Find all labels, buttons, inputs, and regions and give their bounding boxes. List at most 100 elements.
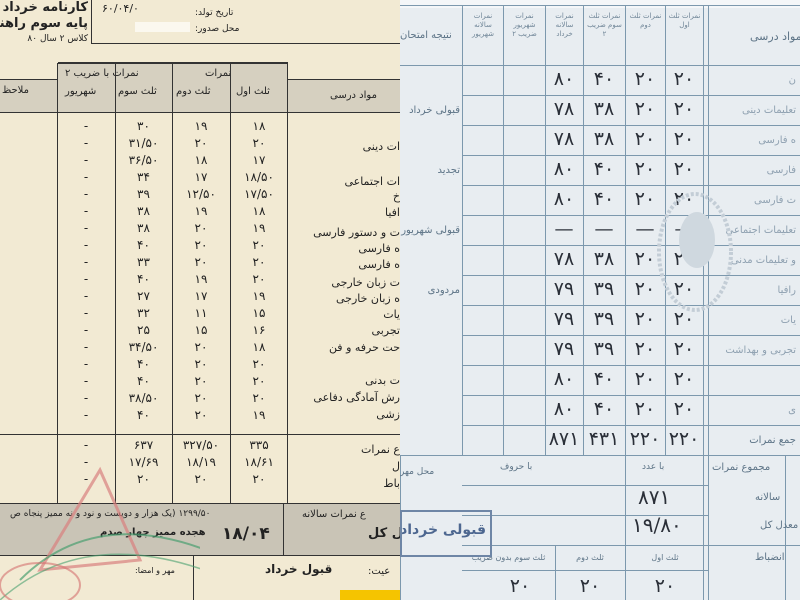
total-label: ل (392, 460, 400, 473)
grade-cell: ۲۰ (194, 136, 208, 150)
header-weighted: نمرات با ضریب ۲ (65, 68, 139, 79)
discipline-label: انضباط (755, 552, 785, 563)
card-class: کلاس ۲ سال ۸۰ (27, 34, 88, 44)
grade-cell: ۲۰ (252, 272, 266, 286)
grade-cell: ۳۶/۵۰ (128, 153, 159, 167)
grade-cell: - (83, 187, 89, 201)
grade-cell: - (83, 204, 89, 218)
grade-cell: ۸۷۱ (548, 428, 580, 450)
right-report-card: نمرات سالانه شهریور نمرات شهریور ضریب ۲ … (400, 0, 800, 600)
result-option: تجدید (437, 165, 460, 176)
subject-label: ه فارسی (358, 258, 400, 271)
grade-cell: ۱۹ (194, 204, 208, 218)
left-report-card: کارنامه خرداد پایه سوم راهنم کلاس ۲ سال … (0, 0, 400, 600)
grade-cell: ۴۰ (137, 374, 150, 388)
total-cell: ۶۳۷ (133, 438, 154, 452)
grade-cell: ۴۰ (137, 238, 150, 252)
grade-cell: ۴۰ (137, 408, 150, 422)
grade-cell: ۲۰ (194, 391, 208, 405)
header-grades: نمرات (205, 68, 232, 79)
subject-label: ه فارسی (358, 242, 400, 255)
grade-cell: ۲۰ (673, 338, 695, 360)
grade-cell: ۲۰ (194, 408, 208, 422)
total-cell: - (83, 438, 89, 452)
grade-cell: ۱۷ (194, 170, 208, 184)
gpa-words: هجده ممیز چهار صدم (100, 527, 206, 538)
total-cell: ۲۰ (194, 472, 208, 486)
stamp-place-label: محل مهر (400, 467, 435, 477)
grade-cell: ۲۰ (634, 308, 656, 330)
grade-cell: ۴۰ (593, 398, 615, 420)
grade-cell: ۳۴ (137, 170, 150, 184)
grade-cell: ۷۸ (553, 128, 575, 150)
grade-cell: ۲۰ (634, 68, 656, 90)
grade-cell: - (83, 408, 89, 422)
grade-cell: ۲۰ (634, 398, 656, 420)
grade-cell: ۸۰ (553, 158, 575, 180)
subject-label: ن (788, 75, 796, 86)
result-option: قبولی شهریور (401, 225, 460, 236)
total-cell: ۲۰ (252, 472, 266, 486)
grade-cell: - (83, 391, 89, 405)
header-term3: ثلث سوم (118, 86, 157, 97)
grade-cell: ۸۰ (553, 188, 575, 210)
gpa-label: معدل کل (760, 520, 799, 531)
grade-cell: ۳۸ (593, 248, 615, 270)
grade-cell: - (83, 289, 89, 303)
status-label: عیت: (368, 566, 391, 577)
subject-label: حت حرفه و فن (328, 341, 400, 354)
subject-label: افیا (385, 206, 400, 219)
header-shahrivar-x2: نمرات شهریور ضریب ۲ (512, 12, 537, 38)
header-result: نتیجه امتحان (400, 30, 452, 41)
discipline-value: ۲۰ (654, 575, 676, 597)
total-cell: ۱۸/۱۹ (186, 455, 216, 469)
card-title: کارنامه خرداد (2, 0, 88, 15)
grade-cell: - (83, 119, 89, 133)
grade-cell: ۳۳ (137, 255, 150, 269)
grade-cell: ۲۰ (194, 374, 208, 388)
grade-cell: ۲۰ (634, 128, 656, 150)
annual-total-value: ۱۲۹۹/۵۰ (یک هزار و دویست و نود و نه ممیز… (10, 509, 211, 519)
grade-cell: ۳۱/۵۰ (128, 136, 159, 150)
subject-label: ات دینی (362, 140, 400, 153)
grade-cell: ۱۶ (252, 323, 266, 337)
grade-cell: ۴۰ (593, 188, 615, 210)
grade-cell: ۱۷ (194, 289, 208, 303)
grade-cell: ۸۰ (553, 398, 575, 420)
grade-cell: ۲۰ (673, 308, 695, 330)
grade-cell: ۱۵ (252, 306, 266, 320)
subject-label: تعلیمات دینی (742, 105, 796, 116)
header-term1: نمرات ثلث اول (668, 12, 701, 29)
grade-cell: ۱۹ (252, 221, 266, 235)
grade-cell: ۷۸ (553, 98, 575, 120)
total-label: باط (383, 477, 400, 490)
grade-cell: ۲۰ (673, 128, 695, 150)
grade-cell: ۱۹ (194, 119, 208, 133)
grade-cell: ۲۰ (252, 357, 266, 371)
grade-cell: - (83, 306, 89, 320)
subject-label: و تعلیمات مدنی (730, 255, 796, 266)
grade-cell: - (83, 221, 89, 235)
subject-label: ت بدنی (365, 374, 400, 387)
header-remarks: ملاحظ (2, 85, 29, 96)
grade-cell: - (83, 323, 89, 337)
by-number-label: با عدد (642, 462, 665, 472)
grade-cell: ۱۹ (252, 289, 266, 303)
grade-cell: ۴۰ (137, 357, 150, 371)
header-subjects: مواد درسی (330, 90, 377, 101)
subject-label: یات (383, 308, 400, 321)
total-cell: - (83, 472, 89, 486)
header-term2: نمرات ثلث دوم (629, 12, 662, 29)
grade-cell: ۳۸ (137, 204, 150, 218)
grade-cell: — (554, 218, 574, 240)
grade-cell: ۲۰ (634, 278, 656, 300)
signature-label: مهر و امضا: (135, 566, 175, 575)
grade-cell: ۲۰ (673, 278, 695, 300)
subject-label: رش آمادگی دفاعی (313, 391, 400, 404)
grade-cell: ۳۹ (593, 278, 615, 300)
total-cell: ۳۲۷/۵۰ (182, 438, 220, 452)
subject-label: فارسی (766, 165, 796, 176)
total-label: ع نمرات (361, 443, 400, 456)
grade-cell: ۲۰ (634, 248, 656, 270)
grade-cell: ۲۲۰ (668, 428, 700, 450)
